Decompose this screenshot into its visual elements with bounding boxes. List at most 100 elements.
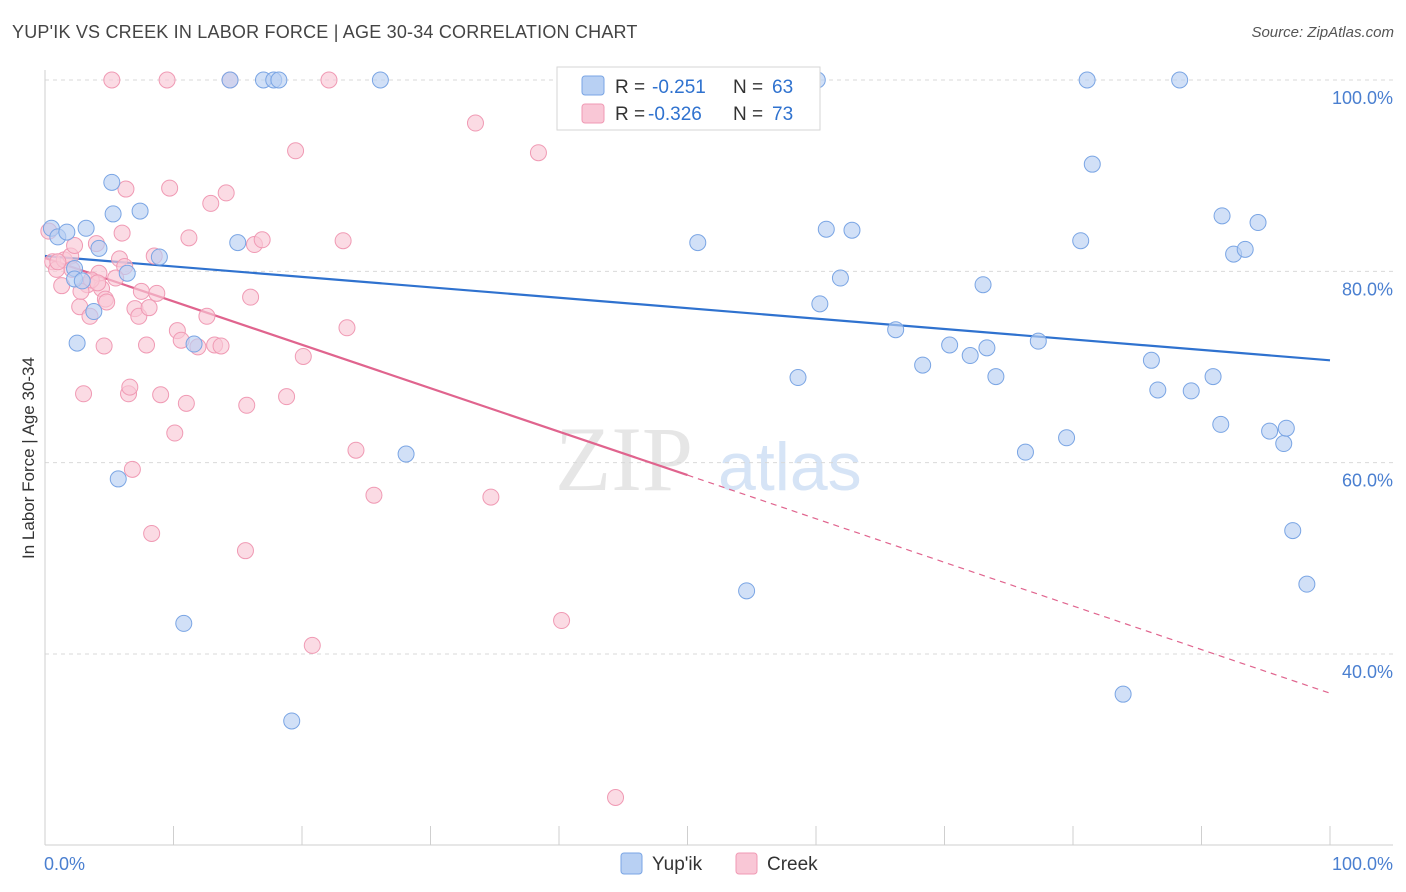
- yupik-point: [1029, 332, 1047, 350]
- yupik-point: [175, 614, 193, 632]
- yupik-point: [1261, 422, 1279, 440]
- creek-point: [238, 396, 256, 414]
- watermark-atlas: atlas: [718, 429, 862, 505]
- creek-point: [607, 789, 625, 806]
- yupik-point: [68, 334, 86, 352]
- yupik-point: [371, 71, 389, 89]
- creek-point: [148, 284, 166, 302]
- yupik-point: [1236, 240, 1254, 258]
- creek-point: [242, 288, 260, 306]
- yupik-point: [90, 239, 108, 257]
- creek-point: [49, 253, 67, 271]
- yupik-point: [1072, 232, 1090, 250]
- yupik-point: [1298, 575, 1316, 593]
- legend-n-value-creek: 73: [772, 104, 793, 125]
- x-tick-label: 0.0%: [44, 854, 85, 874]
- creek-point: [212, 337, 230, 355]
- yupik-point: [978, 339, 996, 357]
- creek-point: [217, 184, 235, 202]
- yupik-point: [1284, 522, 1302, 540]
- yupik-point: [103, 173, 121, 191]
- creek-point: [103, 71, 121, 89]
- tick-labels: 40.0% 60.0% 80.0% 100.0% 0.0% 100.0%: [44, 88, 1393, 874]
- creek-point: [287, 142, 305, 160]
- yupik-point: [131, 202, 149, 220]
- creek-point: [161, 179, 179, 197]
- yupik-point: [738, 582, 756, 600]
- yupik-point: [1275, 435, 1293, 453]
- yupik-point: [1182, 382, 1200, 400]
- yupik-point: [941, 336, 959, 354]
- legend-r-value-yupik: -0.251: [652, 77, 706, 98]
- bottom-legend-label-yupik: Yup'ik: [652, 854, 703, 875]
- creek-point: [180, 229, 198, 247]
- creek-point: [202, 194, 220, 212]
- legend-swatch-yupik: [581, 75, 605, 96]
- creek-point: [143, 524, 161, 542]
- creek-point: [347, 441, 365, 459]
- yupik-point: [109, 470, 127, 488]
- creek-point: [529, 144, 547, 162]
- yupik-point: [843, 221, 861, 239]
- yupik-point: [987, 368, 1005, 386]
- yupik-point: [789, 369, 807, 387]
- creek-point: [278, 388, 296, 406]
- yupik-point: [104, 205, 122, 223]
- legend-n-label-yupik: N =: [733, 77, 763, 98]
- gridlines: [45, 79, 1393, 655]
- creek-point: [236, 542, 254, 560]
- legend-n-label-creek: N =: [733, 104, 763, 125]
- yupik-point: [914, 356, 932, 374]
- y-axis-label: In Labor Force | Age 30-34: [19, 357, 38, 559]
- trend-lines: [44, 254, 1331, 694]
- yupik-point: [77, 219, 95, 237]
- bottom-legend-swatch-yupik: [620, 852, 643, 875]
- bottom-legend-swatch-creek: [735, 852, 758, 875]
- y-tick-label: 100.0%: [1332, 88, 1393, 108]
- creek-point: [132, 282, 150, 300]
- legend-n-value-yupik: 63: [772, 77, 793, 98]
- yupik-point: [887, 321, 905, 339]
- creek-point: [98, 293, 116, 311]
- creek-point: [294, 347, 312, 365]
- yupik-point: [1149, 381, 1167, 399]
- yupik-point: [1016, 443, 1034, 461]
- creek-point: [158, 71, 176, 89]
- yupik-point: [270, 71, 288, 89]
- yupik-point: [1142, 351, 1160, 369]
- creek-point: [466, 114, 484, 132]
- creek-point: [138, 336, 156, 354]
- yupik-point: [1277, 419, 1295, 437]
- yupik-point: [974, 276, 992, 294]
- creek-point: [177, 394, 195, 412]
- creek-point: [338, 319, 356, 337]
- creek-point: [121, 378, 139, 396]
- yupik-point: [229, 234, 247, 252]
- yupik-point: [1078, 71, 1096, 89]
- creek-point: [365, 486, 383, 504]
- yupik-point: [1083, 155, 1101, 173]
- yupik-point: [1058, 429, 1076, 447]
- creek-point: [553, 612, 571, 630]
- yupik-point: [58, 223, 76, 241]
- yupik-point: [397, 445, 415, 463]
- yupik-point: [817, 220, 835, 238]
- creek-point: [152, 386, 170, 404]
- x-tick-label: 100.0%: [1332, 854, 1393, 874]
- creek-point: [117, 180, 135, 198]
- creek-point: [89, 274, 107, 292]
- yupik-point: [150, 248, 168, 266]
- yupik-point: [185, 335, 203, 353]
- yupik-trend-line: [44, 254, 1331, 362]
- creek-point: [140, 299, 158, 317]
- yupik-point: [1114, 685, 1132, 703]
- legend-r-label-creek: R =: [615, 104, 645, 125]
- creek-point: [253, 231, 271, 249]
- source-credit: Source: ZipAtlas.com: [1251, 24, 1394, 41]
- yupik-point: [1204, 368, 1222, 386]
- series-legend: Yup'ik Creek: [620, 852, 818, 875]
- yupik-point: [85, 303, 103, 321]
- yupik-point: [811, 295, 829, 313]
- axes: [44, 70, 1393, 846]
